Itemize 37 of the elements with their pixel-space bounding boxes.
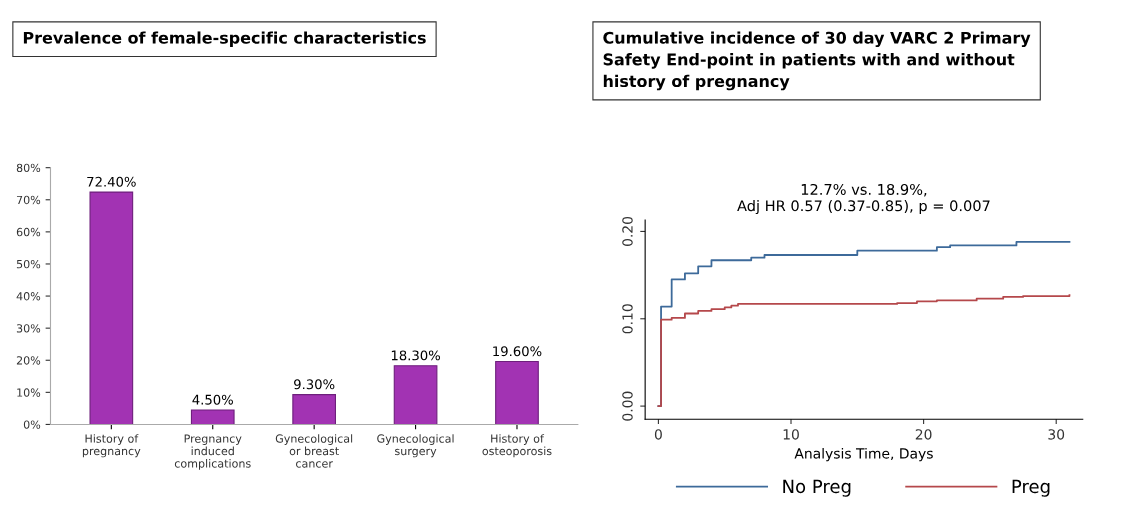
bar [393, 365, 438, 425]
data-label: 18.30% [391, 350, 440, 361]
y-tick-label: 0% [23, 420, 41, 429]
legend-label: No Preg [783, 479, 851, 497]
y-tick-label: 20% [16, 356, 41, 365]
y-tick-label: 0.20 [622, 216, 633, 246]
chart-title: Cumulative incidence of 30 day VARC 2 Primary Safety End-point in patients with and without history of pregnancy [603, 31, 1031, 91]
bar [190, 409, 235, 425]
y-tick-label: 0.10 [622, 304, 633, 334]
y-tick-label: 50% [16, 259, 41, 269]
bar [292, 394, 337, 425]
x-tick-label: History of pregnancy [82, 434, 141, 458]
y-tick-label: 0.00 [622, 391, 633, 421]
x-tick-label: Gynecological or breast cancer [275, 434, 353, 468]
x-tick-label: Pregnancy induced complications [174, 434, 251, 470]
x-tick-label: 10 [783, 429, 799, 440]
y-tick-label: 10% [17, 388, 41, 397]
x-tick-label: 0 [654, 429, 662, 440]
data-label: 72.40% [87, 176, 136, 187]
text: 12.7% vs. 18.9%, Adj HR 0.57 (0.37-0.85), p = 0.007 [737, 183, 990, 215]
y-tick-label: 60% [16, 227, 41, 237]
chart-title: Prevalence of female-specific characteristics [23, 31, 426, 47]
data-label: 19.60% [493, 346, 542, 357]
x-tick-label: Gynecological surgery [377, 434, 454, 458]
bar [89, 191, 134, 425]
x-tick-label: 20 [915, 429, 932, 440]
x-tick-label: History of osteoporosis [482, 434, 552, 458]
legend-label: Preg [1012, 479, 1050, 497]
y-tick-label: 40% [16, 292, 41, 301]
y-tick-label: 80% [16, 163, 41, 173]
data-label: 9.30% [294, 379, 335, 390]
bar [495, 360, 539, 425]
x-tick-label: 30 [1048, 429, 1065, 440]
y-tick-label: 30% [16, 324, 41, 333]
y-tick-label: 70% [16, 195, 41, 205]
data-label: 4.50% [192, 394, 233, 405]
x-axis-title: Analysis Time, Days [794, 447, 933, 462]
